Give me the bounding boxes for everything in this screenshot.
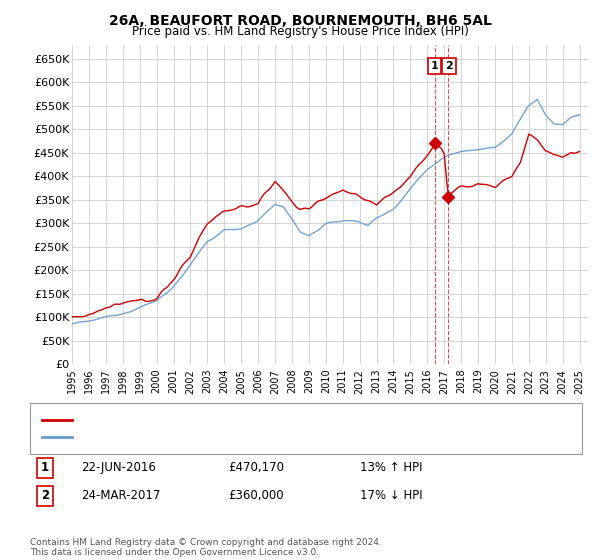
Text: 22-JUN-2016: 22-JUN-2016 (81, 461, 156, 474)
Text: Price paid vs. HM Land Registry's House Price Index (HPI): Price paid vs. HM Land Registry's House … (131, 25, 469, 38)
Text: 2: 2 (41, 489, 49, 502)
Text: 1: 1 (431, 61, 438, 71)
Text: Contains HM Land Registry data © Crown copyright and database right 2024.
This d: Contains HM Land Registry data © Crown c… (30, 538, 382, 557)
Text: £360,000: £360,000 (228, 489, 284, 502)
Text: 1: 1 (41, 461, 49, 474)
Text: 24-MAR-2017: 24-MAR-2017 (81, 489, 160, 502)
Text: 26A, BEAUFORT ROAD, BOURNEMOUTH, BH6 5AL: 26A, BEAUFORT ROAD, BOURNEMOUTH, BH6 5AL (109, 14, 491, 28)
Text: 13% ↑ HPI: 13% ↑ HPI (360, 461, 422, 474)
Text: HPI: Average price, detached house, Bournemouth Christchurch and Poole: HPI: Average price, detached house, Bour… (84, 432, 472, 442)
Text: 26A, BEAUFORT ROAD, BOURNEMOUTH, BH6 5AL (detached house): 26A, BEAUFORT ROAD, BOURNEMOUTH, BH6 5AL… (84, 415, 435, 425)
Text: 17% ↓ HPI: 17% ↓ HPI (360, 489, 422, 502)
Text: £470,170: £470,170 (228, 461, 284, 474)
Text: 2: 2 (445, 61, 453, 71)
